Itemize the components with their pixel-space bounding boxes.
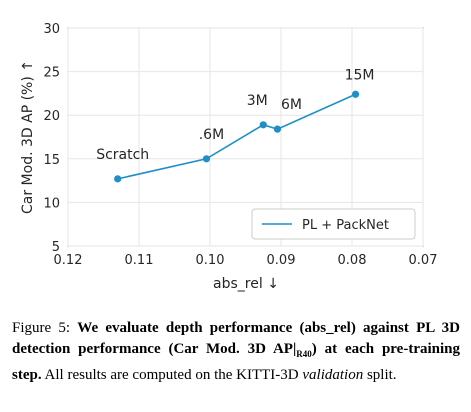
y-tick-labels: 5 10 15 20 25 30 bbox=[43, 22, 60, 255]
data-point bbox=[202, 155, 211, 163]
legend-box bbox=[251, 208, 416, 240]
x-tick-label: 0.11 bbox=[125, 253, 154, 268]
x-tick-label: 0.10 bbox=[196, 253, 225, 268]
point-label: 6M bbox=[281, 97, 302, 113]
caption-prefix: Figure 5: bbox=[12, 320, 71, 336]
point-label: 3M bbox=[247, 93, 268, 109]
y-tick-label: 20 bbox=[43, 109, 60, 124]
x-tick-label: 0.12 bbox=[54, 253, 83, 268]
point-labels: Scratch .6M 3M 6M 15M bbox=[96, 67, 374, 163]
point-label: Scratch bbox=[96, 147, 149, 163]
data-point bbox=[273, 125, 282, 133]
figure-caption: Figure 5: We evaluate depth performance … bbox=[12, 318, 460, 386]
data-point bbox=[114, 175, 122, 183]
y-tick-label: 15 bbox=[43, 153, 60, 168]
y-tick-label: 25 bbox=[43, 66, 60, 81]
legend: PL + PackNet bbox=[251, 208, 416, 240]
x-axis-label: abs_rel ↓ bbox=[213, 276, 279, 292]
x-tick-labels: 0.12 0.11 0.10 0.09 0.08 0.07 bbox=[54, 253, 438, 268]
x-tick-label: 0.08 bbox=[338, 253, 367, 268]
y-tick-label: 5 bbox=[52, 240, 60, 255]
y-axis-label: Car Mod. 3D AP (%) ↑ bbox=[20, 60, 36, 214]
caption-text: All results are computed on the KITTI-3D bbox=[44, 367, 299, 383]
point-label: .6M bbox=[199, 127, 224, 143]
point-label: 15M bbox=[345, 67, 375, 83]
data-point bbox=[259, 121, 267, 129]
caption-italic: validation bbox=[302, 367, 364, 383]
x-tick-label: 0.07 bbox=[409, 253, 438, 268]
y-tick-label: 30 bbox=[43, 22, 60, 37]
caption-text-end: split. bbox=[366, 367, 397, 383]
data-points bbox=[114, 90, 360, 183]
grid bbox=[67, 27, 424, 247]
legend-label: PL + PackNet bbox=[302, 218, 389, 233]
chart: 0.12 0.11 0.10 0.09 0.08 0.07 5 10 15 20 25 30 Scr… bbox=[20, 22, 438, 292]
y-tick-label: 10 bbox=[43, 196, 60, 211]
caption-bold: We evaluate depth performance (abs_rel) … bbox=[12, 320, 460, 383]
data-point bbox=[351, 90, 360, 98]
x-tick-label: 0.09 bbox=[267, 253, 296, 268]
